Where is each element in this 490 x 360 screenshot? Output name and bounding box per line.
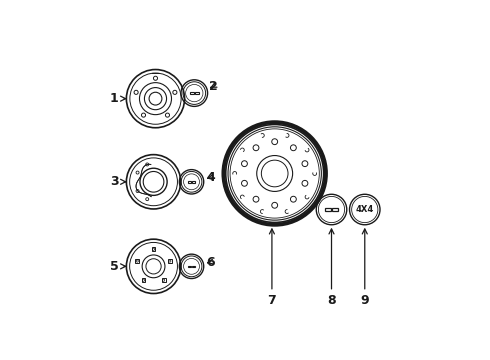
Text: 8: 8 xyxy=(327,229,336,307)
Text: 3: 3 xyxy=(110,175,125,188)
Text: 1: 1 xyxy=(110,92,125,105)
Text: 5: 5 xyxy=(110,260,125,273)
Text: 6: 6 xyxy=(206,256,215,269)
Text: 2: 2 xyxy=(209,80,218,93)
Text: 7: 7 xyxy=(268,229,276,307)
Text: 4X4: 4X4 xyxy=(356,205,374,214)
Text: 9: 9 xyxy=(361,229,369,307)
Text: 4: 4 xyxy=(206,171,215,184)
